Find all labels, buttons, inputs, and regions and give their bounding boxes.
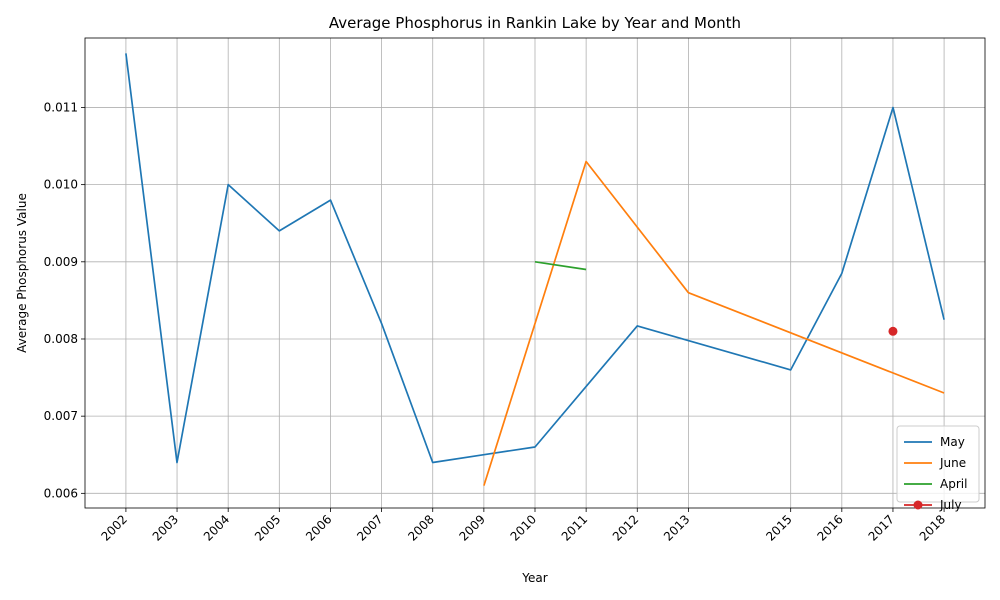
legend-box	[896, 425, 980, 503]
series-line-june	[483, 160, 945, 486]
x-tick-label: 2003	[150, 512, 181, 543]
legend-label-june: June	[939, 456, 966, 470]
x-tick-label: 2012	[610, 512, 641, 543]
legend-label-july: July	[939, 498, 962, 512]
data-point-july	[888, 326, 898, 336]
y-tick-label: 0.008	[44, 332, 78, 346]
x-tick-label: 2004	[201, 512, 232, 543]
y-tick-label: 0.011	[44, 100, 78, 114]
legend: May June April July	[896, 425, 980, 512]
x-tick-label: 2005	[252, 512, 283, 543]
legend-label-may: May	[940, 435, 965, 449]
x-tick-label: 2010	[508, 512, 539, 543]
series-line-april	[534, 260, 587, 271]
y-tick-label: 0.007	[44, 409, 78, 423]
x-tick-label: 2013	[661, 512, 692, 543]
y-tick-label: 0.009	[44, 255, 78, 269]
chart-title: Average Phosphorus in Rankin Lake by Yea…	[329, 14, 741, 32]
y-axis-label: Average Phosphorus Value	[15, 193, 29, 353]
x-tick-label: 2017	[866, 512, 897, 543]
y-axis-ticks: 0.006 0.007 0.008 0.009 0.010 0.011	[44, 100, 85, 500]
x-tick-label: 2002	[99, 512, 130, 543]
x-tick-label: 2015	[763, 512, 794, 543]
y-tick-label: 0.010	[44, 178, 78, 192]
x-tick-label: 2018	[917, 512, 948, 543]
y-tick-label: 0.006	[44, 486, 78, 500]
x-tick-label: 2011	[559, 512, 590, 543]
x-tick-label: 2007	[354, 512, 385, 543]
x-tick-label: 2009	[456, 512, 487, 543]
x-tick-label: 2006	[303, 512, 334, 543]
series-lines	[125, 53, 945, 486]
x-axis-label: Year	[521, 571, 547, 585]
legend-marker-july	[913, 500, 923, 510]
series-line-may	[125, 53, 945, 464]
x-axis-ticks: 2002 2003 2004 2005 2006 2007 2008 2009 2010 2011…	[99, 508, 948, 544]
x-tick-label: 2008	[405, 512, 436, 543]
x-tick-label: 2016	[814, 512, 845, 543]
grid	[85, 38, 985, 508]
legend-label-april: April	[940, 477, 967, 491]
